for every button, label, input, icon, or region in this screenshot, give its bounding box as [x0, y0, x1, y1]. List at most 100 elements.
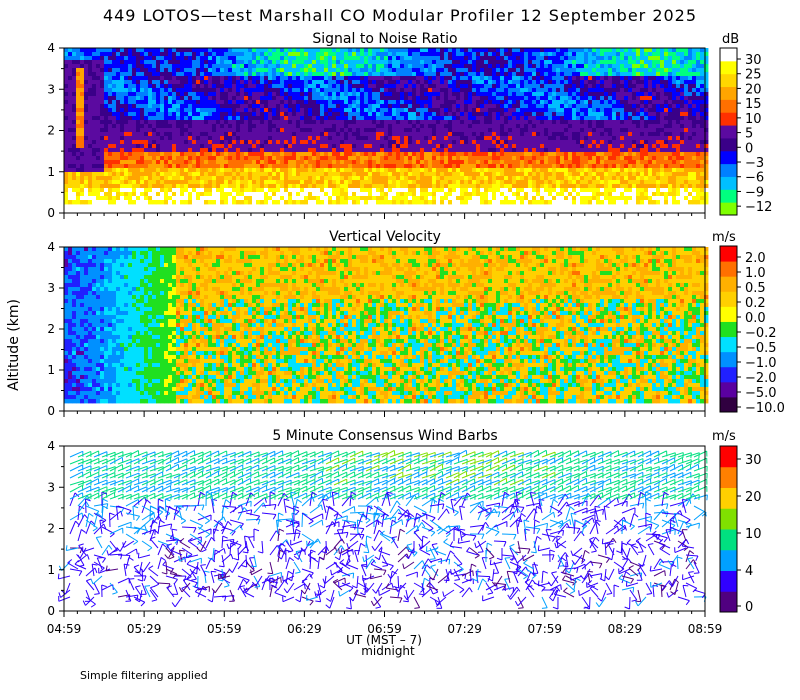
snr-cell — [204, 148, 209, 153]
snr-cell — [520, 116, 525, 121]
snr-cell — [216, 156, 221, 161]
snr-cell — [420, 96, 425, 101]
snr-cell — [432, 136, 437, 141]
snr-cell — [80, 64, 85, 69]
snr-cell — [188, 68, 193, 73]
snr-cell — [500, 76, 505, 81]
snr-cell — [568, 184, 573, 189]
snr-cell — [244, 168, 249, 173]
snr-cell — [496, 52, 501, 57]
snr-cell — [540, 124, 545, 129]
snr-cell — [472, 108, 477, 113]
snr-cell — [336, 188, 341, 193]
snr-cell — [528, 84, 533, 89]
snr-cell — [320, 68, 325, 73]
snr-cell — [544, 188, 549, 193]
snr-cell — [376, 88, 381, 93]
snr-cell — [368, 132, 373, 137]
snr-cell — [112, 116, 117, 121]
snr-cell — [460, 136, 465, 141]
snr-cell — [152, 200, 157, 205]
snr-cell — [260, 108, 265, 113]
snr-cell — [72, 188, 77, 193]
snr-cell — [108, 116, 113, 121]
snr-cell — [104, 144, 109, 149]
snr-cell — [332, 88, 337, 93]
snr-cell — [148, 160, 153, 165]
snr-cell — [496, 144, 501, 149]
snr-cell — [164, 164, 169, 169]
snr-cell — [140, 168, 145, 173]
snr-cell — [200, 148, 205, 153]
snr-cell — [80, 116, 85, 121]
snr-cell — [236, 156, 241, 161]
snr-cell — [352, 136, 357, 141]
snr-cell — [508, 76, 513, 81]
snr-cell — [112, 60, 117, 65]
snr-cell — [324, 80, 329, 85]
snr-cell — [452, 164, 457, 169]
snr-cell — [480, 52, 485, 57]
snr-cell — [564, 148, 569, 153]
snr-cell — [288, 120, 293, 125]
snr-cell — [104, 48, 109, 53]
snr-cell — [332, 96, 337, 101]
snr-cell — [196, 132, 201, 137]
snr-cell — [260, 96, 265, 101]
snr-cell — [196, 120, 201, 125]
snr-cell — [212, 88, 217, 93]
snr-cell — [524, 120, 529, 125]
snr-cell — [316, 84, 321, 89]
snr-cell — [400, 76, 405, 81]
snr-cell — [248, 172, 253, 177]
snr-cell — [544, 200, 549, 205]
snr-cell — [128, 184, 133, 189]
snr-cell — [492, 76, 497, 81]
snr-cell — [224, 56, 229, 61]
snr-cell — [312, 140, 317, 145]
snr-cell — [364, 160, 369, 165]
snr-cell — [72, 172, 77, 177]
snr-cell — [164, 180, 169, 185]
snr-cell — [368, 168, 373, 173]
snr-cell — [548, 200, 553, 205]
snr-cell — [560, 120, 565, 125]
snr-cell — [528, 184, 533, 189]
snr-cell — [272, 100, 277, 105]
snr-cell — [268, 148, 273, 153]
snr-cell — [96, 120, 101, 125]
snr-cell — [392, 124, 397, 129]
snr-cell — [336, 160, 341, 165]
snr-cell — [548, 120, 553, 125]
snr-cell — [168, 132, 173, 137]
snr-cell — [84, 136, 89, 141]
snr-cell — [516, 164, 521, 169]
snr-cell — [456, 68, 461, 73]
snr-cell — [484, 112, 489, 117]
snr-cell — [440, 180, 445, 185]
snr-cell — [564, 116, 569, 121]
snr-cell — [312, 156, 317, 161]
snr-cell — [432, 188, 437, 193]
snr-cell — [316, 192, 321, 197]
snr-cell — [292, 84, 297, 89]
snr-cell — [392, 152, 397, 157]
snr-cell — [384, 72, 389, 77]
snr-cell — [64, 64, 69, 69]
snr-cell — [392, 56, 397, 61]
snr-cell — [244, 136, 249, 141]
snr-cell — [316, 132, 321, 137]
snr-cell — [108, 168, 113, 173]
snr-cell — [544, 144, 549, 149]
snr-cell — [492, 88, 497, 93]
snr-cell — [304, 148, 309, 153]
snr-cell — [428, 56, 433, 61]
snr-cell — [508, 104, 513, 109]
snr-cell — [156, 60, 161, 65]
snr-cell — [380, 60, 385, 65]
snr-cell — [164, 84, 169, 89]
snr-cell — [84, 76, 89, 81]
snr-cell — [160, 84, 165, 89]
snr-cell — [328, 180, 333, 185]
snr-cell — [552, 76, 557, 81]
